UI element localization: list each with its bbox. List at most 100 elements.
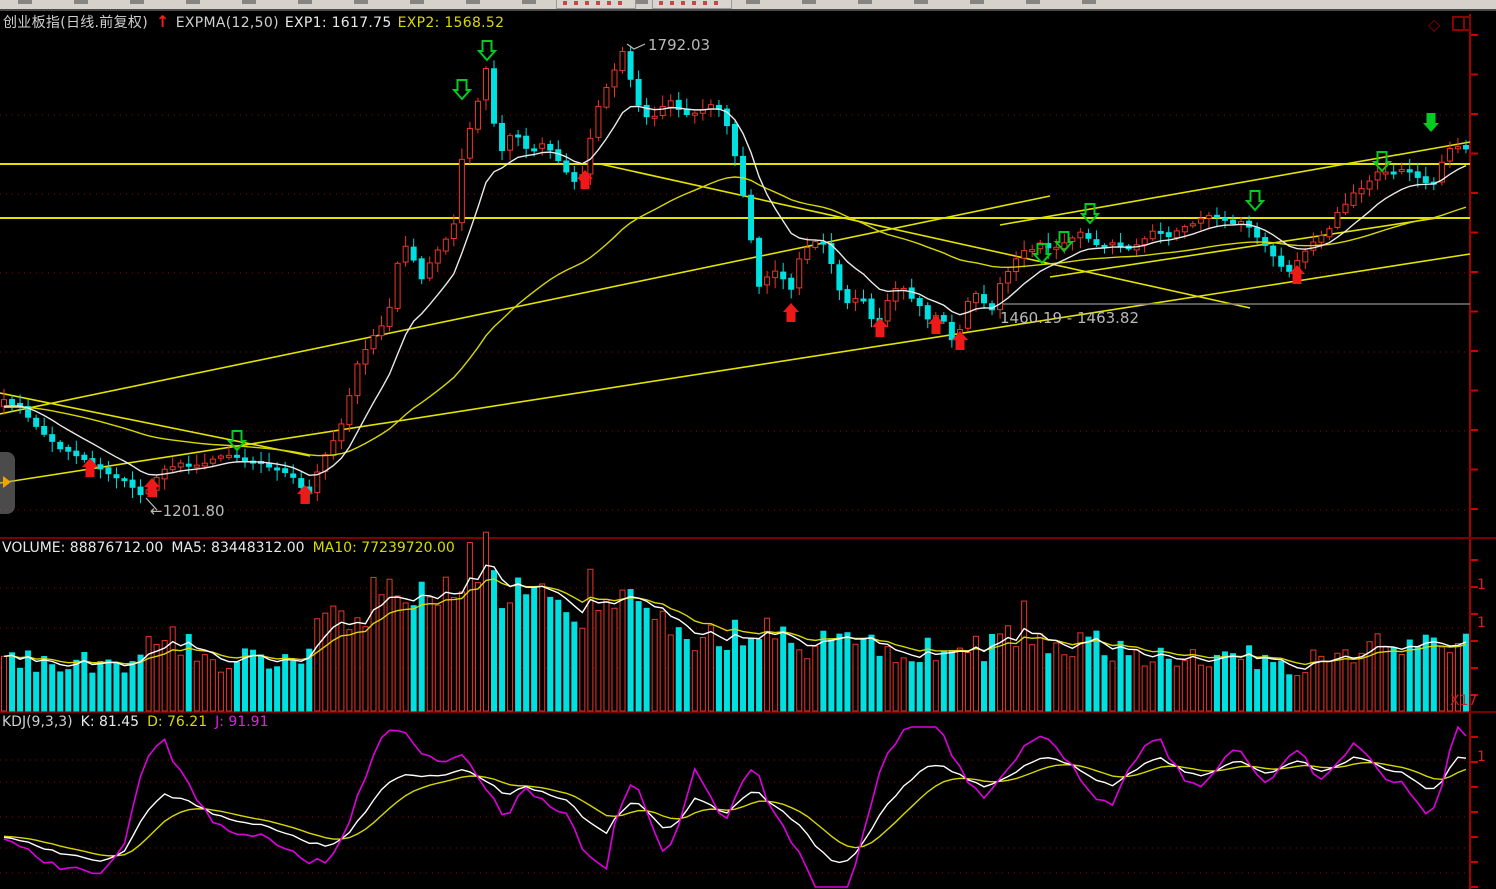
- candle-body: [314, 471, 321, 493]
- volume-bar: [627, 589, 634, 712]
- volume-bar: [619, 589, 626, 712]
- volume-bar: [177, 654, 184, 712]
- volume-bar: [1061, 654, 1068, 712]
- volume-bar: [282, 654, 289, 712]
- volume-bar: [515, 577, 522, 712]
- candle-body: [201, 462, 208, 467]
- sell-signal-arrow: [451, 79, 473, 101]
- candle-body: [731, 123, 738, 157]
- volume-bar: [105, 659, 112, 712]
- volume-bar: [161, 640, 168, 712]
- candle-body: [627, 51, 634, 80]
- volume-bar: [233, 661, 240, 712]
- volume-bar: [137, 654, 144, 712]
- sell-signal-arrow: [1079, 203, 1101, 225]
- expand-right-icon: [3, 476, 11, 488]
- candle-body: [418, 258, 425, 280]
- diamond-icon[interactable]: ◇: [1428, 15, 1441, 34]
- main-chart-header: 创业板指(日线.前复权) ↑ EXPMA(12,50) EXP1: 1617.75 EX…: [3, 14, 510, 31]
- volume-bar: [1310, 649, 1317, 712]
- candle-body: [828, 242, 835, 265]
- candle-body: [1005, 271, 1012, 284]
- candle-body: [868, 298, 875, 320]
- candle-body: [370, 335, 377, 350]
- volume-bar: [1, 655, 7, 712]
- candle-body: [1446, 147, 1453, 162]
- volume-bar: [402, 602, 409, 712]
- candle-body: [852, 298, 859, 303]
- candle-body: [1390, 171, 1397, 175]
- volume-bar: [1037, 633, 1044, 712]
- volume-bar: [1013, 646, 1020, 712]
- instrument-title[interactable]: 创业板指(日线.前复权): [3, 15, 148, 31]
- menu-button-1[interactable]: [556, 0, 636, 9]
- candle-body: [860, 298, 867, 302]
- volume-bar: [1077, 632, 1084, 712]
- candle-body: [1454, 146, 1461, 150]
- candle-body: [643, 104, 650, 118]
- candle-body: [434, 249, 441, 264]
- volume-bar: [499, 608, 506, 712]
- candle-body: [892, 288, 899, 302]
- candle-body: [1318, 235, 1325, 243]
- volume-bar: [667, 634, 674, 712]
- candle-body: [788, 277, 795, 290]
- volume-bar: [900, 657, 907, 712]
- volume-value[interactable]: VOLUME: 88876712.00: [2, 540, 164, 556]
- volume-bar: [1117, 640, 1124, 712]
- candle-body: [740, 155, 747, 197]
- sidebar-expand-handle[interactable]: [0, 452, 15, 514]
- menu-strip[interactable]: [0, 0, 1496, 11]
- volume-bar: [860, 637, 867, 712]
- candle-body: [1326, 228, 1333, 238]
- volume-axis-label-2: 1: [1477, 615, 1486, 631]
- candle-body: [964, 300, 971, 329]
- volume-bar: [1125, 655, 1132, 712]
- volume-bar: [659, 610, 666, 712]
- candle-body: [1334, 211, 1341, 228]
- volume-bar: [1005, 625, 1012, 712]
- kdj-indicator-name[interactable]: KDJ(9,3,3): [2, 714, 73, 730]
- candle-body: [997, 283, 1004, 311]
- kdj-d-value: D: 76.21: [147, 714, 208, 730]
- kdj-j-line: [3, 725, 1467, 888]
- volume-bar: [1149, 661, 1156, 712]
- volume-bar: [989, 633, 996, 712]
- volume-bar: [555, 599, 562, 712]
- candle-body: [667, 100, 674, 108]
- menu-button-2[interactable]: [652, 0, 732, 9]
- candle-body: [81, 454, 88, 460]
- volume-bar: [241, 648, 248, 712]
- candle-body: [796, 258, 803, 289]
- volume-bar: [1422, 634, 1429, 712]
- candle-body: [780, 271, 787, 280]
- volume-bar: [1069, 656, 1076, 712]
- volume-bar: [796, 649, 803, 712]
- diagonal-trendline: [0, 392, 311, 457]
- candle-body: [442, 238, 449, 252]
- volume-bar: [250, 649, 257, 712]
- exp1-value: EXP1: 1617.75: [284, 15, 392, 31]
- candle-body: [346, 395, 353, 426]
- indicator-name[interactable]: EXPMA(12,50): [175, 15, 279, 31]
- volume-bar: [507, 602, 514, 712]
- volume-bar: [491, 570, 497, 712]
- volume-bar: [1173, 665, 1180, 712]
- peak-annotation-pointer: [626, 43, 646, 50]
- buy-signal-arrow: [783, 303, 799, 322]
- volume-bar: [370, 576, 377, 712]
- volume-axis-label-1: 1: [1477, 577, 1486, 593]
- kdj-axis-label: 1: [1477, 749, 1486, 765]
- candle-body: [491, 68, 497, 124]
- candle-body: [410, 246, 417, 261]
- split-window-icon[interactable]: [1452, 16, 1471, 31]
- chart-canvas[interactable]: [0, 9, 1496, 889]
- volume-bar: [635, 601, 642, 712]
- volume-bar: [972, 635, 979, 712]
- volume-bar: [450, 597, 457, 712]
- candle-body: [916, 298, 923, 307]
- volume-bar: [298, 663, 305, 712]
- volume-bar: [394, 595, 401, 712]
- candle-body: [531, 148, 538, 152]
- candle-body: [1157, 230, 1164, 234]
